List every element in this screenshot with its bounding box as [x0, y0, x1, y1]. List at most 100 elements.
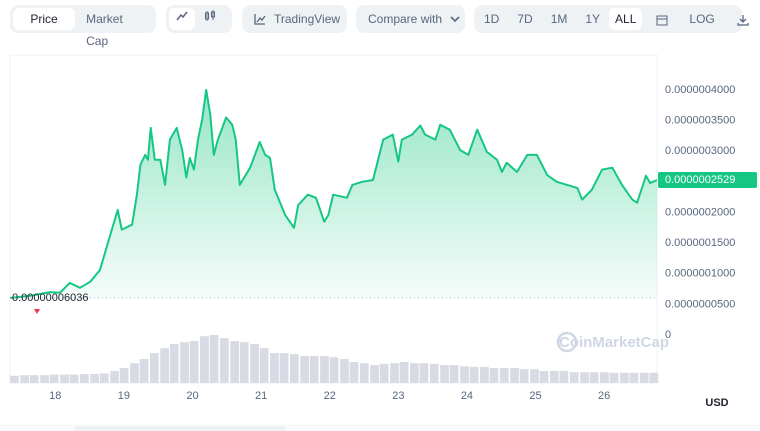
start-price-label: 0.00000006036	[12, 292, 88, 304]
x-tick-label: 25	[529, 390, 541, 402]
volume-bar	[309, 356, 319, 383]
x-tick-label: 20	[186, 390, 198, 402]
volume-bar	[60, 374, 69, 383]
volume-bar	[390, 363, 399, 383]
x-tick-label: 19	[118, 390, 130, 402]
volume-bar	[589, 372, 599, 383]
calendar-button[interactable]	[646, 8, 678, 30]
volume-bar	[20, 375, 30, 383]
volume-bar	[359, 363, 369, 383]
log-button[interactable]: LOG	[689, 12, 715, 26]
y-tick-label: 0	[665, 329, 671, 341]
volume-bar	[530, 369, 539, 383]
volume-bar	[539, 371, 549, 383]
current-price-tag	[658, 172, 757, 189]
volume-bar	[69, 374, 79, 383]
chevron-icon	[450, 16, 460, 23]
volume-bar	[460, 366, 469, 383]
volume-bar	[329, 357, 339, 383]
y-tick-label: 0.0000002000	[665, 206, 735, 218]
download-button[interactable]	[727, 8, 759, 30]
volume-bar	[569, 372, 579, 383]
volume-bar	[49, 374, 59, 383]
compare-label: Compare with	[368, 12, 443, 26]
currency-label: USD	[705, 397, 728, 409]
range-group: 1D 7D 1M 1Y ALL LOG	[474, 5, 749, 33]
compare-button[interactable]: Compare with	[356, 5, 465, 33]
volume-bar	[10, 375, 19, 383]
y-tick-label: 0.0000001000	[665, 268, 735, 280]
volume-bar	[609, 372, 619, 383]
volume-bar	[379, 363, 389, 383]
price-line	[9, 88, 658, 299]
y-tick-label: 0.0000003500	[665, 114, 735, 126]
scroll-thumb	[75, 426, 285, 431]
volume-bar	[110, 371, 119, 383]
volume-bar	[160, 348, 170, 383]
line-icon	[176, 11, 188, 21]
line-style-button[interactable]	[169, 8, 195, 30]
volume-bar	[219, 338, 229, 383]
volume-bar	[270, 353, 279, 383]
volume-bar	[469, 366, 479, 383]
x-tick-label: 24	[461, 390, 473, 402]
volume-bar	[29, 375, 39, 383]
volume-bar	[169, 344, 179, 383]
watermark-logo	[556, 331, 578, 353]
y-tick-label: 0.0000001500	[665, 237, 735, 249]
volume-bar	[289, 354, 299, 383]
volume-bar	[90, 374, 100, 383]
volume-bar	[79, 374, 89, 383]
volume-bar	[399, 362, 409, 383]
volume-bar	[189, 341, 199, 383]
y-tick-label: 0.0000002500	[665, 176, 735, 188]
volume-bar	[629, 372, 639, 383]
volume-bar	[279, 353, 289, 383]
volume-bar	[349, 362, 359, 383]
plot-frame	[9, 54, 658, 384]
volume-bar	[139, 359, 149, 383]
download-icon	[737, 14, 749, 26]
range-button[interactable]: 7D	[517, 12, 533, 26]
volume-bar	[149, 353, 159, 383]
volume-bar	[419, 363, 429, 383]
tab[interactable]: Market Cap	[86, 12, 123, 48]
tab[interactable]: Price	[13, 8, 76, 30]
volume-bar	[259, 348, 269, 383]
volume-bar	[230, 341, 239, 383]
volume-bar	[180, 342, 189, 383]
range-button[interactable]: ALL	[609, 8, 643, 30]
volume-bar	[499, 368, 509, 383]
y-tick-label: 0.0000000500	[665, 298, 735, 310]
volume-bar	[559, 371, 569, 383]
volume-bar	[510, 368, 519, 383]
volume-bar	[340, 359, 349, 383]
x-tick-label: 18	[49, 390, 61, 402]
calendar-icon	[656, 15, 668, 26]
tv-icon	[254, 14, 266, 25]
price-area	[10, 89, 657, 299]
volume-bar	[429, 363, 439, 383]
x-tick-label: 26	[598, 390, 610, 402]
candle-style-button[interactable]	[195, 8, 225, 30]
volume-bar	[489, 368, 499, 383]
candle-icon	[205, 10, 215, 21]
scrollbar	[0, 425, 760, 431]
volume-bar	[619, 372, 629, 383]
volume-bar	[250, 344, 259, 383]
volume-bar	[410, 363, 419, 383]
volume-bar	[130, 363, 139, 383]
volume-bar	[449, 365, 459, 383]
range-button[interactable]: 1Y	[585, 12, 601, 26]
volume-bar	[600, 372, 609, 383]
volume-bar	[479, 366, 489, 383]
x-tick-label: 22	[324, 390, 336, 402]
range-button[interactable]: 1D	[484, 12, 500, 26]
tradingview-button[interactable]: TradingView	[242, 5, 347, 33]
range-button[interactable]: 1M	[550, 12, 568, 26]
volume-bar	[99, 373, 109, 383]
volume-bar	[119, 368, 129, 383]
tab-group: Price Market Cap	[10, 5, 156, 48]
x-tick-label: 23	[392, 390, 404, 402]
